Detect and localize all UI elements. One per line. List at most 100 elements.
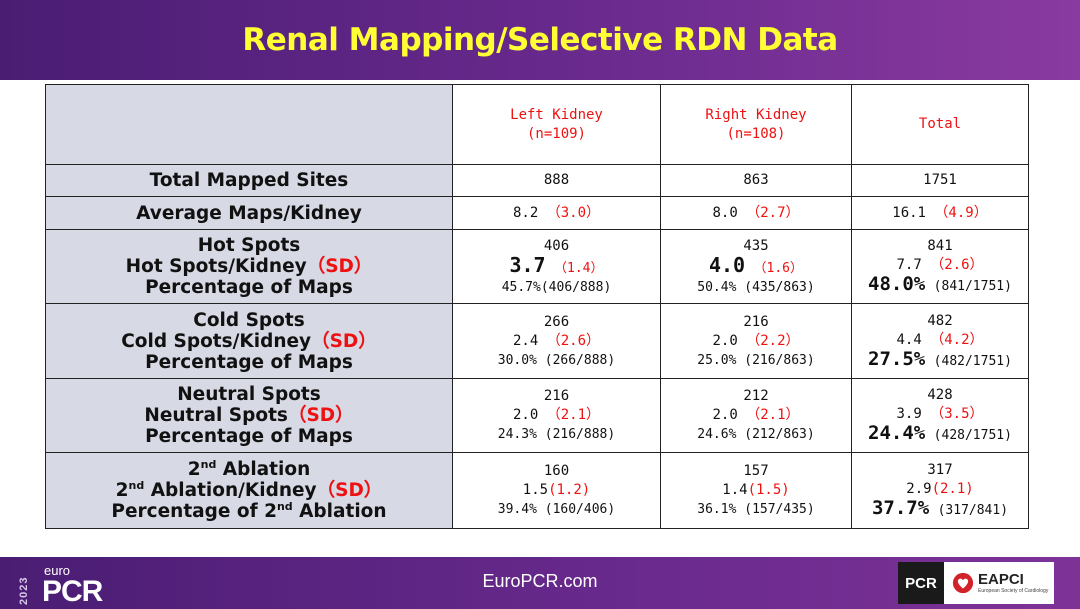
cell-value: 1751 bbox=[851, 164, 1029, 197]
logo-pcr: PCR bbox=[42, 575, 103, 608]
avg-value: 4.0 bbox=[708, 252, 746, 277]
col-header-right: Right Kidney (n=108) bbox=[660, 84, 852, 165]
sd-value: （2.6） bbox=[930, 257, 984, 273]
sd-value: （4.9） bbox=[934, 204, 988, 221]
eapci-logo: EAPCI European Society of Cardiology bbox=[978, 570, 1048, 595]
row-label-avg-maps: Average Maps/Kidney bbox=[45, 196, 453, 230]
frac-value: (482/1751) bbox=[933, 353, 1012, 369]
row-label-2nd-ablation: 2nd Ablation 2nd Ablation/Kidney（SD） Per… bbox=[45, 452, 453, 529]
avg-value: 2.0 bbox=[712, 407, 738, 423]
frac-value: (266/888) bbox=[544, 352, 616, 368]
label-line: Neutral Spots（SD） bbox=[47, 405, 452, 426]
count-value: 406 bbox=[543, 237, 570, 254]
slide-footer: 2023 euro PCR EuroPCR.com PCR EAPCI Euro… bbox=[0, 557, 1080, 609]
sd-label: （SD） bbox=[316, 480, 383, 501]
partner-logos: PCR EAPCI European Society of Cardiology bbox=[898, 562, 1054, 604]
sd-value: （3.5） bbox=[930, 406, 984, 422]
count-value: 482 bbox=[927, 312, 953, 329]
count-value: 266 bbox=[543, 313, 570, 330]
cell-value: 16.1 （4.9） bbox=[851, 196, 1029, 230]
avg-value: 2.0 bbox=[712, 332, 738, 349]
label-sup: nd bbox=[200, 457, 217, 471]
europcr-logo[interactable]: 2023 euro PCR bbox=[18, 563, 128, 608]
sd-label: （SD） bbox=[306, 256, 373, 277]
cell-value: 8.2 （3.0） bbox=[452, 196, 661, 230]
frac-value: (428/1751) bbox=[933, 428, 1012, 443]
pct-value: 24.3% bbox=[497, 427, 537, 442]
cell-value: 841 7.7 （2.6） 48.0% (841/1751) bbox=[851, 229, 1029, 304]
label-line: Hot Spots/Kidney（SD） bbox=[47, 256, 452, 277]
avg-value: 8.2 bbox=[512, 204, 539, 221]
table-row: 2nd Ablation 2nd Ablation/Kidney（SD） Per… bbox=[45, 452, 1029, 529]
cell-value: 482 4.4 （4.2） 27.5% (482/1751) bbox=[851, 303, 1029, 379]
pcr-logo: PCR bbox=[898, 562, 944, 604]
count-value: 428 bbox=[927, 387, 953, 403]
sd-value: （2.7） bbox=[746, 204, 800, 221]
count-value: 435 bbox=[743, 237, 769, 254]
frac-value: (160/406) bbox=[544, 502, 616, 517]
label-line: Percentage of Maps bbox=[145, 426, 353, 447]
sd-label: （SD） bbox=[311, 330, 377, 352]
pct-value: 30.0% bbox=[497, 352, 537, 368]
pct-value: 36.1% bbox=[697, 502, 737, 517]
frac-value: (406/888) bbox=[540, 279, 612, 295]
count-value: 157 bbox=[743, 463, 769, 479]
avg-value: 2.4 bbox=[512, 332, 539, 349]
label-text: Neutral Spots bbox=[144, 405, 288, 426]
cell-value: 8.0 （2.7） bbox=[660, 196, 852, 230]
table-row: Cold Spots Cold Spots/Kidney（SD） Percent… bbox=[45, 303, 1029, 379]
avg-value: 16.1 bbox=[892, 204, 926, 221]
avg-value: 3.9 bbox=[896, 406, 922, 422]
label-line: 2nd Ablation bbox=[47, 457, 452, 480]
cell-value: 266 2.4 （2.6） 30.0% (266/888) bbox=[452, 303, 661, 379]
sd-label: （SD） bbox=[287, 405, 354, 426]
avg-value: 2.0 bbox=[512, 407, 539, 423]
footer-url-link[interactable]: EuroPCR.com bbox=[482, 571, 598, 591]
table-row: Total Mapped Sites 888 863 1751 bbox=[45, 164, 1029, 197]
sd-value: (2.1) bbox=[931, 481, 974, 497]
frac-value: (212/863) bbox=[744, 427, 815, 442]
slide-title: Renal Mapping/Selective RDN Data bbox=[242, 22, 838, 58]
header-corner-cell bbox=[45, 84, 453, 165]
avg-value: 7.7 bbox=[896, 257, 922, 273]
pct-value: 48.0% bbox=[868, 273, 926, 295]
avg-value: 2.9 bbox=[906, 481, 932, 497]
label-line: Cold Spots/Kidney（SD） bbox=[47, 330, 452, 352]
col-right-n: (n=108) bbox=[726, 125, 786, 142]
sd-value: （1.4） bbox=[554, 260, 604, 276]
label-line: Percentage of 2nd Ablation bbox=[47, 499, 452, 522]
pct-value: 27.5% bbox=[868, 347, 926, 370]
cell-value: 216 2.0 （2.2） 25.0% (216/863) bbox=[660, 303, 852, 379]
table-row: Hot Spots Hot Spots/Kidney（SD） Percentag… bbox=[45, 229, 1029, 304]
row-label-total-sites: Total Mapped Sites bbox=[45, 164, 453, 197]
frac-value: (317/841) bbox=[937, 503, 1009, 518]
avg-value: 1.5 bbox=[522, 482, 549, 498]
frac-value: (157/435) bbox=[744, 502, 815, 517]
sd-value: （2.1） bbox=[746, 407, 800, 423]
label-line: 2nd Ablation/Kidney（SD） bbox=[47, 480, 452, 501]
sd-value: (1.5) bbox=[747, 482, 790, 498]
frac-value: (216/863) bbox=[744, 352, 815, 368]
eapci-name: EAPCI bbox=[978, 570, 1024, 588]
frac-value: (841/1751) bbox=[933, 279, 1012, 294]
col-total-name: Total bbox=[918, 116, 962, 132]
pct-value: 24.4% bbox=[868, 422, 926, 444]
count-value: 212 bbox=[743, 388, 769, 404]
label-text: Hot Spots/Kidney bbox=[125, 256, 307, 277]
pct-value: 50.4% bbox=[697, 279, 737, 295]
label-sup: nd bbox=[276, 499, 293, 513]
label-text: Ablation bbox=[216, 459, 311, 480]
cell-value: 428 3.9 （3.5） 24.4% (428/1751) bbox=[851, 378, 1029, 453]
col-left-name: Left Kidney bbox=[510, 106, 603, 123]
table-header-row: Left Kidney (n=109) Right Kidney (n=108)… bbox=[45, 84, 1029, 165]
sd-value: (1.2) bbox=[548, 482, 591, 498]
label-line: Neutral Spots bbox=[177, 384, 321, 405]
cell-value: 160 1.5(1.2) 39.4% (160/406) bbox=[452, 452, 661, 529]
label-text: 2 bbox=[187, 459, 201, 480]
pct-value: 45.7% bbox=[501, 279, 541, 295]
pct-value: 25.0% bbox=[697, 352, 737, 368]
count-value: 317 bbox=[927, 462, 953, 478]
label-line: Percentage of Maps bbox=[145, 277, 353, 298]
sd-value: （2.6） bbox=[546, 332, 601, 349]
cell-value: 863 bbox=[660, 164, 852, 197]
